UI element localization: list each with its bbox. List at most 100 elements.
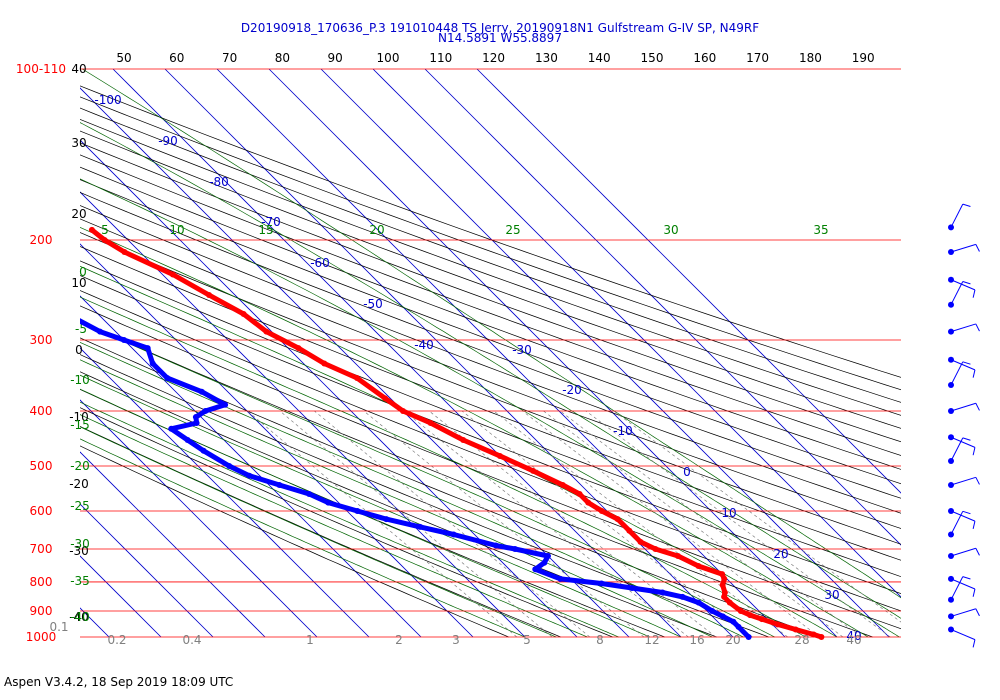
mixing-ratio-label: 8	[596, 633, 604, 647]
dewpoint-point	[544, 552, 551, 559]
moist-adiabat-line	[80, 265, 838, 638]
temperature-point	[792, 626, 799, 633]
wind-barb-staff	[950, 243, 976, 253]
wind-barb-staff	[950, 547, 976, 557]
left-axis-label: 0	[75, 343, 83, 357]
wind-barb-staff	[950, 476, 976, 486]
theta-label: -5	[75, 322, 87, 336]
theta-label: -15	[70, 418, 90, 432]
wind-barb-staff	[950, 323, 976, 333]
dry-adiabat-line	[80, 142, 901, 443]
theta-label: 15	[258, 223, 273, 237]
wind-barb-staff	[950, 437, 964, 462]
isotherm-label: 10	[721, 506, 736, 520]
dewpoint-point	[184, 437, 191, 444]
wind-barb-feather	[972, 289, 976, 298]
top-axis-tick-label: 70	[222, 51, 237, 65]
temperature-point	[240, 311, 247, 318]
dewpoint-point	[222, 401, 229, 408]
wind-barb-feather	[975, 403, 980, 411]
dewpoint-point	[246, 472, 253, 479]
dry-adiabat-line	[80, 246, 901, 561]
mixing-ratio-label: 16	[689, 633, 704, 647]
wind-barb-feather	[962, 576, 971, 580]
dry-adiabat-line	[80, 260, 901, 578]
temperature-point	[637, 538, 644, 545]
theta-label: 20	[369, 223, 384, 237]
dry-adiabat-line	[80, 130, 901, 429]
isotherm-label: 40	[846, 629, 861, 643]
dry-adiabat-line	[80, 179, 901, 485]
pressure-tick-label: 500	[30, 459, 53, 473]
wind-barb-staff	[950, 402, 976, 412]
dry-adiabat-line	[80, 119, 901, 416]
temperature-point	[758, 616, 765, 623]
temperature-point	[576, 490, 583, 497]
mixing-ratio-label: 12	[644, 633, 659, 647]
wind-barb-feather	[962, 510, 971, 515]
temperature-point	[354, 375, 361, 382]
wind-barb-feather	[975, 323, 980, 332]
wind-barb-feather	[972, 521, 976, 530]
moist-adiabat-line	[82, 69, 901, 599]
dry-adiabat-line	[80, 426, 561, 638]
dry-adiabat-line	[80, 85, 901, 378]
moist-adiabat-line	[80, 342, 744, 638]
wind-barb-feather	[972, 447, 976, 456]
top-axis-tick-label: 130	[535, 51, 558, 65]
theta-label: 10	[169, 223, 184, 237]
isotherm-line	[476, 69, 901, 494]
top-axis-tick-label: 180	[799, 51, 822, 65]
mixing-ratio-line	[461, 410, 753, 638]
dewpoint-point	[306, 490, 313, 497]
moist-adiabat-line	[80, 388, 650, 638]
wind-barb-staff	[950, 436, 976, 448]
dewpoint-point	[492, 542, 499, 549]
dry-adiabat-line	[80, 154, 901, 456]
temperature-point	[695, 563, 702, 570]
wind-barb-staff	[950, 578, 976, 590]
top-axis-tick-label: 160	[693, 51, 716, 65]
top-axis-tick-label: 100	[377, 51, 400, 65]
moist-adiabat-line	[80, 321, 775, 638]
top-axis-tick-label: 190	[852, 51, 875, 65]
dewpoint-point	[557, 575, 564, 582]
temperature-point	[674, 552, 681, 559]
temperature-point	[747, 612, 754, 619]
dry-adiabat-line	[80, 192, 901, 499]
dry-adiabat-line	[80, 407, 613, 638]
isotherm-label: -10	[613, 424, 633, 438]
theta-label: 0	[79, 265, 87, 279]
isotherm-label: -30	[512, 343, 532, 357]
isotherm-label: -80	[209, 175, 229, 189]
top-axis-tick-label: 110	[429, 51, 452, 65]
isotherm-label: 20	[773, 547, 788, 561]
wind-barb-feather	[975, 608, 980, 617]
temperature-point	[598, 507, 605, 514]
dewpoint-point	[598, 580, 605, 587]
wind-barb-feather	[975, 244, 980, 252]
left-axis-label: -20	[69, 477, 89, 491]
left-axis-label: 10	[71, 276, 86, 290]
pressure-tick-label: 200	[30, 233, 53, 247]
dewpoint-point	[719, 613, 726, 620]
isotherm-line	[80, 295, 422, 638]
wind-barb-feather	[962, 437, 971, 441]
pressure-tick-label: 400	[30, 404, 53, 418]
dewpoint-point	[43, 249, 49, 255]
temperature-point	[399, 407, 406, 414]
wind-barb-staff	[950, 359, 976, 371]
theta-label: 30	[663, 223, 678, 237]
dewpoint-point	[730, 618, 737, 625]
mixing-ratio-label: 3	[452, 633, 460, 647]
pressure-tick-label: 800	[30, 575, 53, 589]
left-axis-label: 40	[71, 62, 86, 76]
chart-title: D20190918_170636_P.3 191010448 TS Jerry,…	[240, 21, 760, 35]
left-axis-label: -30	[69, 544, 89, 558]
isotherm-label: -60	[310, 256, 330, 270]
dewpoint-point	[200, 447, 207, 454]
dewpoint-point	[417, 523, 424, 530]
wind-barb-feather	[962, 281, 971, 285]
mixing-ratio-line	[403, 410, 689, 638]
isotherm-label: -100	[94, 93, 121, 107]
